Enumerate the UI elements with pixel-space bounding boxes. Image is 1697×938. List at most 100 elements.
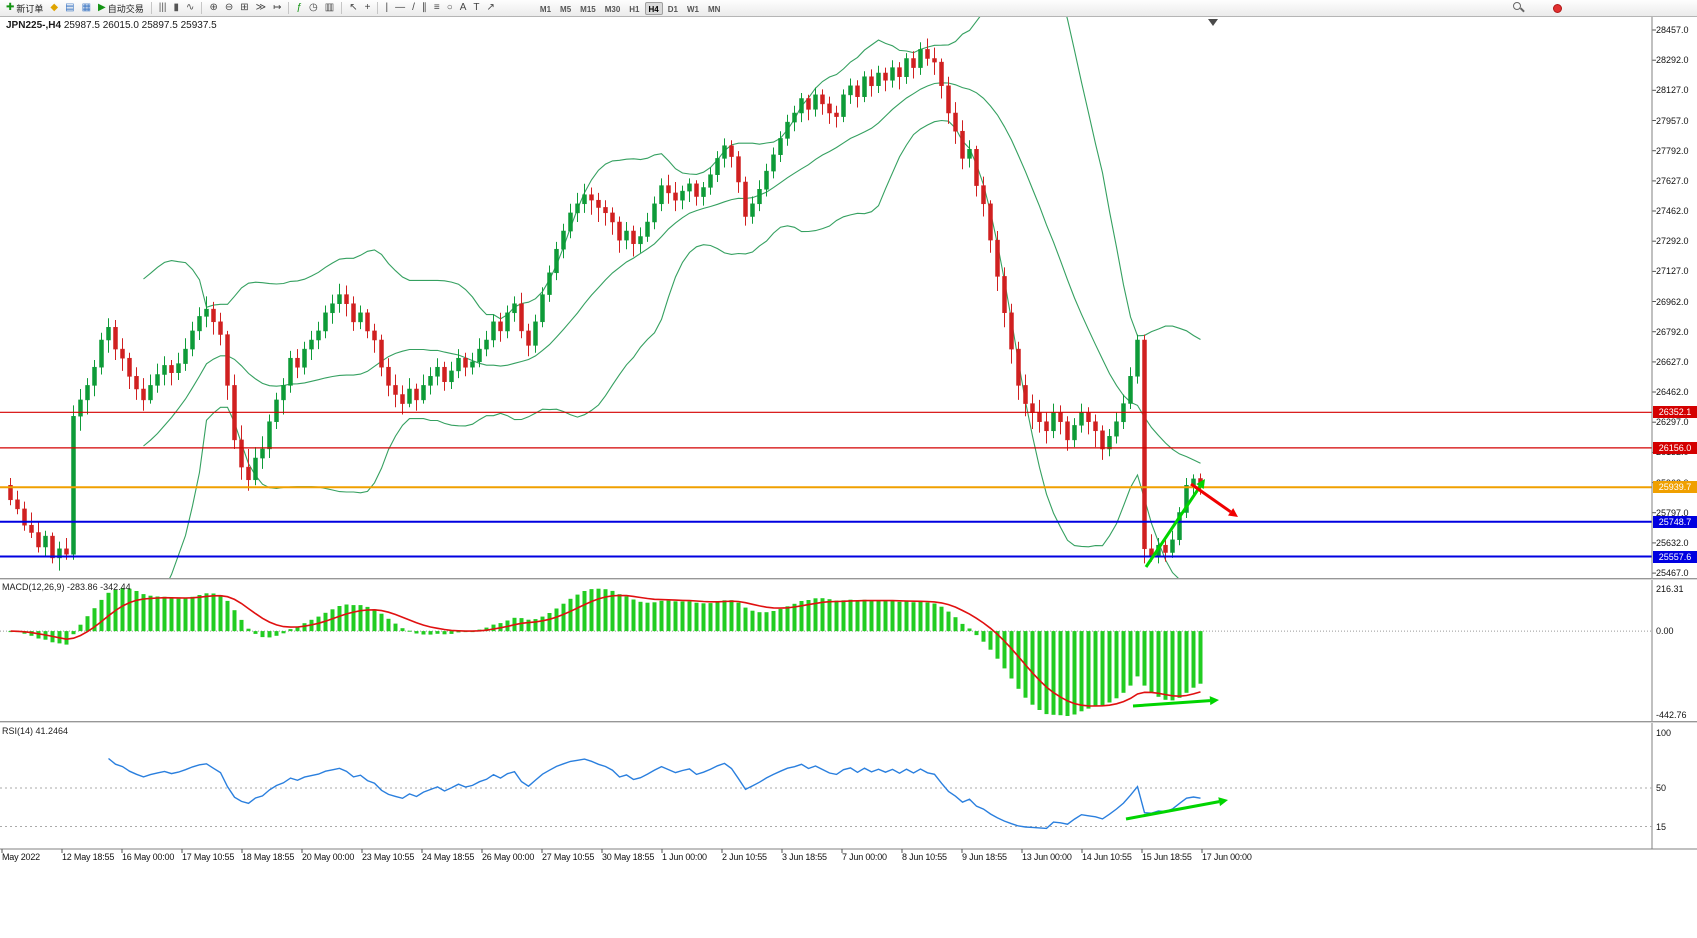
data-window-button[interactable]: ▤ <box>62 1 77 16</box>
quotes-button[interactable]: ◆ <box>47 1 61 16</box>
panel-separator[interactable] <box>0 721 1697 723</box>
candle-body <box>512 303 517 314</box>
timeframe-m15-button[interactable]: M15 <box>580 4 596 14</box>
trend-arrow-up[interactable] <box>1144 479 1205 568</box>
auto-trading-button[interactable]: ▶ 自动交易 <box>95 1 147 16</box>
chart-shift-icon: ↦ <box>273 2 282 13</box>
candle-body <box>610 212 615 223</box>
timeframe-m1-button[interactable]: M1 <box>539 4 552 14</box>
price-axis-label: 26297.0 <box>1656 417 1689 427</box>
candle-body <box>694 183 699 197</box>
candle-body <box>169 365 174 373</box>
crosshair-icon: + <box>364 2 371 13</box>
price-axis-label: 28127.0 <box>1656 85 1689 95</box>
timeframe-w1-button[interactable]: W1 <box>686 4 699 14</box>
timeframe-m30-button[interactable]: M30 <box>604 4 621 14</box>
candle-body <box>302 348 307 368</box>
candle-body <box>820 94 825 105</box>
candle-body <box>120 348 125 359</box>
candle-body <box>1044 421 1049 432</box>
candle-body <box>155 374 160 386</box>
auto-scroll-button[interactable]: ≫ <box>253 1 269 16</box>
arrow-tool-button[interactable]: ↗ <box>484 1 498 16</box>
rsi-arrow[interactable] <box>1125 797 1228 821</box>
shapes-button[interactable]: ○ <box>444 1 456 16</box>
candle-body <box>673 192 678 201</box>
candle-body <box>547 272 552 295</box>
search-icon[interactable] <box>1513 2 1525 14</box>
candle-body <box>1142 339 1147 550</box>
tile-windows-button[interactable]: ⊞ <box>237 1 251 16</box>
candle-body <box>561 230 566 250</box>
shapes-icon: ○ <box>446 2 453 13</box>
templates-icon: ▥ <box>324 2 335 13</box>
equidistant-channel-button[interactable]: ∥ <box>419 1 430 16</box>
candle-body <box>883 72 888 81</box>
crosshair-button[interactable]: + <box>362 1 374 16</box>
macd-axis-zero: 0.00 <box>1656 626 1674 636</box>
timeframe-h4-button[interactable]: H4 <box>644 1 663 15</box>
templates-button[interactable]: ▥ <box>322 1 337 16</box>
timeframe-m5-button[interactable]: M5 <box>560 4 572 14</box>
candle-body <box>379 339 384 368</box>
candle-body <box>309 339 314 350</box>
time-axis-label: 30 May 18:55 <box>602 852 655 862</box>
candle-body <box>778 138 783 155</box>
candle-body <box>442 366 447 382</box>
vertical-line-button[interactable]: | <box>382 1 391 16</box>
rsi-current-value: 41.2464 <box>35 726 69 736</box>
auto-scroll-icon: ≫ <box>255 2 267 13</box>
text-label-button[interactable]: T <box>470 1 482 16</box>
candle-body <box>337 294 342 304</box>
timeframe-mn-button[interactable]: MN <box>707 4 721 14</box>
candle-body <box>533 321 538 346</box>
candle-body <box>967 149 972 159</box>
candle-body <box>204 308 209 317</box>
new-order-button[interactable]: ✚ 新订单 <box>3 1 46 16</box>
cursor-button[interactable]: ↖ <box>346 1 360 16</box>
candle-body <box>470 361 475 368</box>
chart-shift-marker[interactable] <box>1208 19 1218 26</box>
candle-body <box>708 174 713 188</box>
candle-body <box>253 457 258 481</box>
candle-body <box>897 67 902 77</box>
horizontal-line-button[interactable]: — <box>392 1 408 16</box>
macd-arrow[interactable] <box>1132 696 1219 708</box>
line-chart-button[interactable]: ∿ <box>183 1 197 16</box>
panel-separator[interactable] <box>0 578 1697 580</box>
candle-body <box>477 348 482 363</box>
candle-body <box>1177 512 1182 540</box>
candle-body <box>1170 539 1175 553</box>
time-axis-label: 27 May 10:55 <box>542 852 595 862</box>
rsi-axis-label: 100 <box>1656 728 1672 738</box>
text-button[interactable]: A <box>457 1 470 16</box>
candle-body <box>1037 412 1042 422</box>
market-watch-button[interactable]: ▦ <box>79 1 94 16</box>
timeframe-h1-button[interactable]: H1 <box>629 4 640 14</box>
time-axis-label: 15 Jun 18:55 <box>1142 852 1192 862</box>
zoom-out-button[interactable]: ⊖ <box>222 1 236 16</box>
chart-shift-button[interactable]: ↦ <box>270 1 284 16</box>
bars-chart-button[interactable]: ||| <box>156 1 170 16</box>
fibonacci-button[interactable]: ≡ <box>431 1 443 16</box>
candle-body <box>666 185 671 194</box>
candlestick-chart-button[interactable]: ▮ <box>171 1 183 16</box>
equidistant-channel-icon: ∥ <box>421 2 427 13</box>
time-axis-label: 2 Jun 10:55 <box>722 852 767 862</box>
bars-chart-icon: ||| <box>158 2 167 13</box>
price-axis-label: 28457.0 <box>1656 25 1689 35</box>
timeframe-d1-button[interactable]: D1 <box>667 4 678 14</box>
periods-button[interactable]: ◷ <box>306 1 321 16</box>
candlestick-chart-icon: ▮ <box>173 2 180 13</box>
time-axis-label: 23 May 10:55 <box>362 852 415 862</box>
price-axis-label: 25797.0 <box>1656 508 1689 518</box>
candle-body <box>988 203 993 241</box>
trendline-button[interactable]: / <box>409 1 418 16</box>
zoom-in-button[interactable]: ⊕ <box>206 1 220 16</box>
indicators-icon: ƒ <box>296 2 303 13</box>
trend-arrow-down[interactable] <box>1190 482 1238 517</box>
indicators-button[interactable]: ƒ <box>293 1 305 16</box>
macd-name: MACD(12,26,9) <box>2 582 65 592</box>
notification-badge[interactable] <box>1553 3 1562 13</box>
